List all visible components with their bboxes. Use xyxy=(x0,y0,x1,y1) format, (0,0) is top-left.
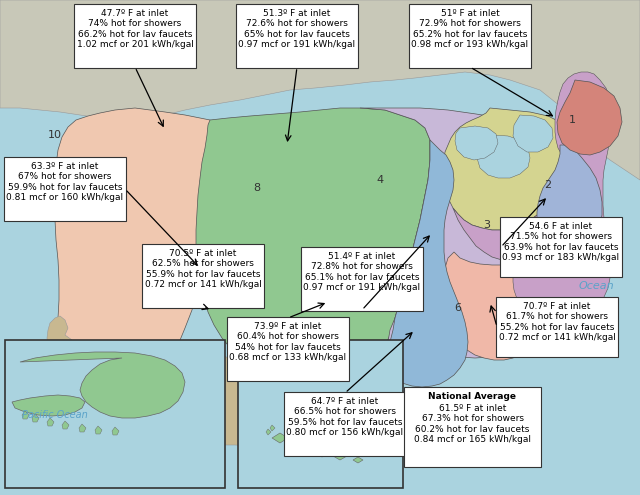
Text: 5: 5 xyxy=(545,300,552,310)
Polygon shape xyxy=(477,135,530,178)
FancyBboxPatch shape xyxy=(409,4,531,68)
Text: 73.9º F at inlet
60.4% hot for showers
54% hot for lav faucets
0.68 mcf or 133 k: 73.9º F at inlet 60.4% hot for showers 5… xyxy=(229,322,347,362)
Polygon shape xyxy=(360,108,525,358)
Text: 4: 4 xyxy=(376,175,383,185)
Polygon shape xyxy=(95,426,102,434)
Text: 47.7º F at inlet
74% hot for showers
66.2% hot for lav faucets
1.02 mcf or 201 k: 47.7º F at inlet 74% hot for showers 66.… xyxy=(77,9,193,49)
Polygon shape xyxy=(12,395,85,416)
Text: 2: 2 xyxy=(545,180,552,190)
Text: 54.6 F at inlet
71.5% hot for showers
63.9% hot for lav faucets
0.93 mcf or 183 : 54.6 F at inlet 71.5% hot for showers 63… xyxy=(502,222,620,262)
Text: 3: 3 xyxy=(483,220,490,230)
Polygon shape xyxy=(32,414,39,422)
Polygon shape xyxy=(22,316,83,430)
Text: 51.3º F at inlet
72.6% hot for showers
65% hot for lav faucets
0.97 mcf or 191 k: 51.3º F at inlet 72.6% hot for showers 6… xyxy=(239,9,356,49)
Polygon shape xyxy=(353,457,363,463)
FancyBboxPatch shape xyxy=(227,317,349,381)
FancyBboxPatch shape xyxy=(142,244,264,308)
Text: 10: 10 xyxy=(48,130,62,140)
Polygon shape xyxy=(455,126,498,160)
Polygon shape xyxy=(0,0,640,180)
FancyBboxPatch shape xyxy=(404,387,541,467)
Text: 70.5º F at inlet
62.5% hot for showers
55.9% hot for lav faucets
0.72 mcf or 141: 70.5º F at inlet 62.5% hot for showers 5… xyxy=(145,249,261,289)
Polygon shape xyxy=(196,108,430,384)
Polygon shape xyxy=(47,108,228,441)
Polygon shape xyxy=(333,452,347,460)
Text: 10: 10 xyxy=(348,445,362,455)
FancyBboxPatch shape xyxy=(500,217,622,277)
Text: National Average: National Average xyxy=(429,392,516,401)
Text: 61.5º F at inlet
67.3% hot for showers
60.2% hot for lav faucets
0.84 mcf or 165: 61.5º F at inlet 67.3% hot for showers 6… xyxy=(414,404,531,444)
Polygon shape xyxy=(270,425,275,431)
Polygon shape xyxy=(513,115,553,152)
Text: 7: 7 xyxy=(364,300,372,310)
Polygon shape xyxy=(537,145,602,251)
Polygon shape xyxy=(272,433,288,443)
Bar xyxy=(5,340,225,488)
Polygon shape xyxy=(289,439,301,447)
Text: 63.3º F at inlet
67% hot for showers
59.9% hot for lav faucets
0.81 mcf or 160 k: 63.3º F at inlet 67% hot for showers 59.… xyxy=(6,162,124,202)
Polygon shape xyxy=(301,443,315,453)
Polygon shape xyxy=(112,427,119,435)
Polygon shape xyxy=(60,345,380,452)
Bar xyxy=(238,340,403,488)
Text: Atlantic
Ocean: Atlantic Ocean xyxy=(575,269,618,291)
Text: 51º F at inlet
72.9% hot for showers
65.2% hot for lav faucets
0.98 mcf or 193 k: 51º F at inlet 72.9% hot for showers 65.… xyxy=(412,9,529,49)
Text: 51.4º F at inlet
72.8% hot for showers
65.1% hot for lav faucets
0.97 mcf or 191: 51.4º F at inlet 72.8% hot for showers 6… xyxy=(303,252,420,292)
Text: 1: 1 xyxy=(568,115,575,125)
Polygon shape xyxy=(266,429,271,435)
Text: 6: 6 xyxy=(454,303,461,313)
Polygon shape xyxy=(313,447,331,457)
Text: Pacific Ocean: Pacific Ocean xyxy=(22,410,88,420)
Polygon shape xyxy=(444,252,548,360)
Polygon shape xyxy=(453,115,602,262)
Polygon shape xyxy=(20,352,185,418)
Polygon shape xyxy=(47,418,54,426)
Text: Pacific
Ocean: Pacific Ocean xyxy=(291,420,319,440)
Polygon shape xyxy=(22,411,29,419)
FancyBboxPatch shape xyxy=(284,392,406,456)
Polygon shape xyxy=(79,424,86,432)
FancyBboxPatch shape xyxy=(496,297,618,357)
Polygon shape xyxy=(373,140,468,387)
Text: 70.7º F at inlet
61.7% hot for showers
55.2% hot for lav faucets
0.72 mcf or 141: 70.7º F at inlet 61.7% hot for showers 5… xyxy=(499,302,616,342)
Text: 9: 9 xyxy=(218,285,225,295)
FancyBboxPatch shape xyxy=(4,157,126,221)
Text: 8: 8 xyxy=(253,183,260,193)
Polygon shape xyxy=(443,108,572,230)
FancyBboxPatch shape xyxy=(301,247,423,311)
FancyBboxPatch shape xyxy=(74,4,196,68)
Polygon shape xyxy=(513,72,612,326)
Text: 64.7º F at inlet
66.5% hot for showers
59.5% hot for lav faucets
0.80 mcf or 156: 64.7º F at inlet 66.5% hot for showers 5… xyxy=(287,397,404,437)
Polygon shape xyxy=(62,421,69,429)
Polygon shape xyxy=(557,80,622,155)
FancyBboxPatch shape xyxy=(236,4,358,68)
